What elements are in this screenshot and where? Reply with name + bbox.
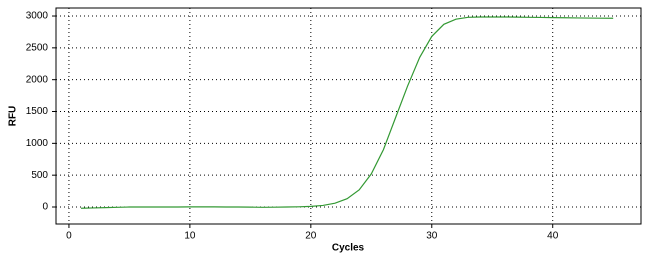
x-tick-label: 40 <box>547 231 559 242</box>
y-tick-label: 2000 <box>26 74 49 85</box>
y-tick-label: 2500 <box>26 42 49 53</box>
data-line <box>81 16 614 209</box>
y-axis-label: RFU <box>8 106 19 127</box>
y-tick-label: 500 <box>31 170 48 181</box>
x-tick-label: 30 <box>426 231 438 242</box>
x-tick-label: 20 <box>305 231 317 242</box>
y-tick-label: 1500 <box>26 106 49 117</box>
x-tick-label: 10 <box>184 231 196 242</box>
y-tick-label: 1000 <box>26 138 49 149</box>
plot-area <box>55 7 642 225</box>
x-tick-label: 0 <box>66 231 72 242</box>
y-tick-label: 3000 <box>26 11 49 22</box>
x-axis-label: Cycles <box>332 243 365 254</box>
y-tick-label: 0 <box>42 202 48 213</box>
